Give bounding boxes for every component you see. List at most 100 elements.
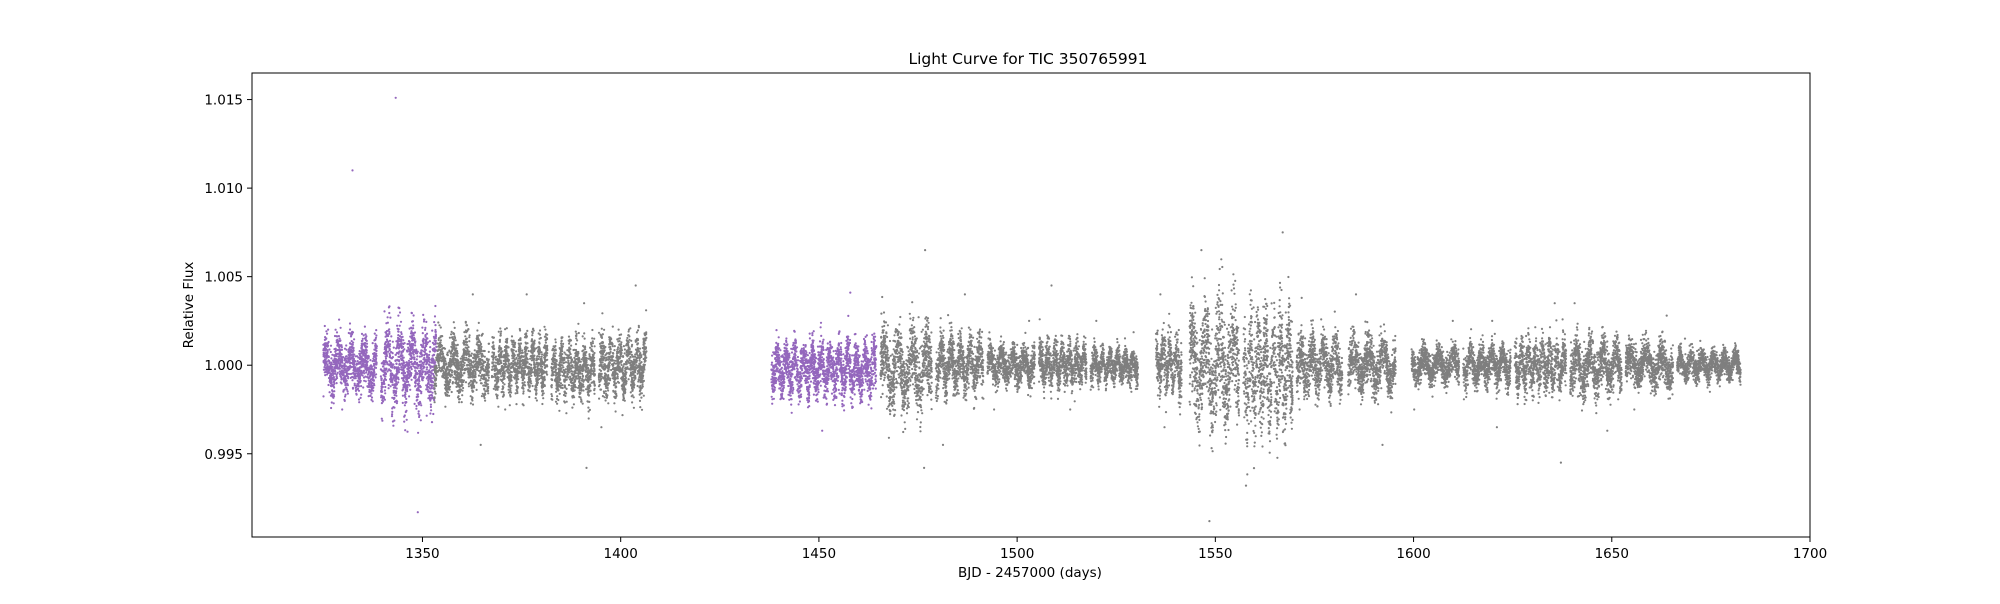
data-point xyxy=(347,350,350,353)
data-point xyxy=(829,340,832,343)
data-point xyxy=(825,389,828,392)
data-point xyxy=(375,373,378,376)
data-point xyxy=(772,397,776,400)
data-point xyxy=(789,365,792,369)
data-point xyxy=(822,363,825,366)
data-point xyxy=(477,347,480,350)
data-point xyxy=(468,369,471,372)
data-point xyxy=(350,348,353,351)
data-point xyxy=(367,368,370,371)
data-point xyxy=(380,417,383,420)
data-point xyxy=(338,364,341,368)
data-point xyxy=(810,357,814,360)
data-point xyxy=(483,384,486,387)
data-point xyxy=(807,365,810,368)
data-point xyxy=(326,345,329,348)
data-point xyxy=(773,376,776,379)
data-point xyxy=(355,363,358,366)
data-point xyxy=(847,357,850,360)
data-point xyxy=(474,370,477,374)
data-point xyxy=(372,389,375,392)
data-point xyxy=(458,398,461,401)
data-point xyxy=(382,365,385,368)
data-point xyxy=(807,401,810,404)
data-point xyxy=(445,387,448,390)
data-point xyxy=(439,369,442,372)
data-point xyxy=(416,355,419,358)
data-point xyxy=(535,399,539,402)
data-point xyxy=(323,366,326,369)
data-point xyxy=(345,344,348,347)
data-point xyxy=(791,367,795,370)
data-point xyxy=(866,352,870,355)
data-point xyxy=(343,388,346,391)
data-point xyxy=(357,372,360,375)
data-point xyxy=(359,362,362,365)
data-point xyxy=(386,346,389,349)
data-point xyxy=(870,380,873,383)
data-point xyxy=(866,364,869,367)
data-point xyxy=(480,355,483,358)
data-point xyxy=(464,367,468,370)
data-point xyxy=(781,371,784,374)
data-point xyxy=(825,380,828,383)
data-point xyxy=(361,349,364,352)
data-point xyxy=(358,378,361,381)
data-point xyxy=(469,395,472,398)
data-point xyxy=(490,368,494,371)
data-point xyxy=(845,335,849,339)
data-point xyxy=(359,369,362,373)
data-point xyxy=(841,399,844,402)
data-point xyxy=(352,341,355,344)
data-point xyxy=(387,350,390,353)
data-point xyxy=(417,410,420,413)
data-point xyxy=(374,344,377,347)
data-point xyxy=(822,346,825,349)
data-point xyxy=(383,351,386,354)
data-point xyxy=(799,366,802,369)
data-point xyxy=(417,401,420,405)
data-point xyxy=(808,405,811,408)
data-point xyxy=(411,335,414,338)
data-point xyxy=(338,345,341,348)
data-point xyxy=(851,354,854,357)
data-point xyxy=(398,324,401,327)
data-point xyxy=(417,382,420,385)
data-point xyxy=(811,341,815,344)
data-point xyxy=(427,385,430,388)
data-point xyxy=(471,396,474,400)
data-point xyxy=(392,424,395,427)
data-point xyxy=(778,374,782,377)
data-point xyxy=(791,381,794,384)
data-point xyxy=(465,324,468,327)
data-point xyxy=(445,384,448,387)
data-point xyxy=(424,341,427,345)
data-point xyxy=(326,371,329,374)
data-point xyxy=(391,340,394,343)
data-point xyxy=(796,383,799,386)
data-point xyxy=(829,359,833,362)
data-point xyxy=(360,357,363,360)
data-point xyxy=(426,388,429,391)
data-point xyxy=(864,356,867,359)
data-point xyxy=(783,360,786,363)
data-point xyxy=(838,351,841,354)
data-point xyxy=(441,347,444,350)
data-point xyxy=(863,341,867,344)
data-point xyxy=(845,380,848,383)
data-point xyxy=(450,333,453,336)
data-point xyxy=(390,415,394,418)
data-point xyxy=(370,398,373,401)
data-point xyxy=(794,352,797,356)
data-point xyxy=(479,379,482,382)
data-point xyxy=(462,380,465,384)
data-point xyxy=(412,365,415,368)
data-point xyxy=(462,386,465,390)
data-point xyxy=(853,333,856,336)
data-point xyxy=(808,385,811,388)
data-point xyxy=(850,387,853,390)
data-point xyxy=(406,430,409,433)
data-point xyxy=(483,387,486,390)
data-point xyxy=(832,388,835,391)
data-point xyxy=(814,357,818,360)
